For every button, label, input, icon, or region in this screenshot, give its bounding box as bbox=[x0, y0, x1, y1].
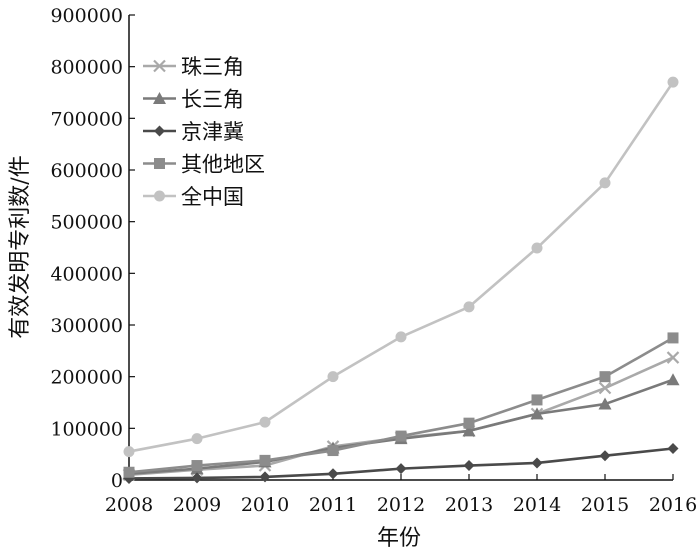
series-1 bbox=[122, 351, 680, 482]
legend-label: 其他地区 bbox=[181, 153, 265, 177]
x-tick-label: 2012 bbox=[377, 494, 425, 516]
y-tick-label: 500000 bbox=[50, 212, 123, 234]
legend-marker bbox=[154, 190, 165, 202]
legend-item: 京津冀 bbox=[143, 120, 244, 144]
series-point bbox=[599, 177, 611, 189]
series-point bbox=[462, 424, 476, 437]
series-4 bbox=[123, 332, 679, 478]
y-tick-label: 0 bbox=[111, 470, 123, 492]
y-tick-label: 800000 bbox=[50, 57, 123, 79]
series-point bbox=[123, 466, 135, 478]
series-point bbox=[259, 416, 271, 428]
legend-label: 珠三角 bbox=[181, 55, 244, 79]
x-tick-label: 2013 bbox=[445, 494, 493, 516]
x-tick-label: 2011 bbox=[309, 494, 357, 516]
x-tick-label: 2015 bbox=[581, 494, 629, 516]
series-point bbox=[666, 373, 680, 386]
series-point bbox=[191, 460, 203, 472]
series-point bbox=[327, 445, 339, 457]
series-point bbox=[259, 454, 271, 466]
series-point bbox=[259, 471, 271, 483]
series-point bbox=[123, 446, 135, 458]
x-tick-label: 2016 bbox=[649, 494, 697, 516]
series-point bbox=[395, 463, 407, 475]
legend-item: 长三角 bbox=[143, 88, 244, 112]
series-point-stroke bbox=[598, 381, 612, 395]
series-point bbox=[530, 407, 544, 420]
x-tick-label: 2010 bbox=[241, 494, 289, 516]
legend-marker bbox=[154, 158, 165, 169]
series-point bbox=[667, 76, 679, 88]
series-point bbox=[395, 430, 407, 442]
x-tick-label: 2014 bbox=[513, 494, 561, 516]
series-point bbox=[667, 332, 679, 344]
series-point bbox=[463, 417, 475, 429]
x-tick-label: 2009 bbox=[173, 494, 221, 516]
x-axis-title: 年份 bbox=[377, 526, 421, 551]
series-point bbox=[598, 397, 612, 410]
y-tick-label: 100000 bbox=[50, 418, 123, 440]
axes: 0 100000 200000 300000 400000 500000 600000 700… bbox=[50, 5, 697, 516]
legend-item: 珠三角 bbox=[143, 55, 244, 79]
series-point bbox=[599, 450, 611, 462]
y-tick-label: 400000 bbox=[50, 263, 123, 285]
legend-label: 京津冀 bbox=[181, 120, 244, 144]
series-point bbox=[531, 394, 543, 406]
x-tick-label: 2008 bbox=[105, 494, 153, 516]
series-point bbox=[191, 433, 203, 445]
legend-marker bbox=[153, 92, 166, 104]
series-point bbox=[463, 301, 475, 313]
series-point bbox=[327, 468, 339, 480]
y-tick-label: 200000 bbox=[50, 367, 123, 389]
y-tick-label: 700000 bbox=[50, 108, 123, 130]
series-point bbox=[598, 381, 612, 395]
series-lines bbox=[122, 76, 680, 484]
series-point bbox=[531, 457, 543, 469]
legend-item: 其他地区 bbox=[143, 153, 265, 177]
series-5 bbox=[123, 76, 679, 458]
legend-marker bbox=[154, 125, 165, 137]
legend-label: 长三角 bbox=[181, 88, 244, 112]
series-point bbox=[395, 331, 407, 343]
y-tick-label: 600000 bbox=[50, 160, 123, 182]
legend-label: 全中国 bbox=[181, 185, 244, 209]
series-3 bbox=[123, 442, 679, 484]
series-point bbox=[191, 472, 203, 484]
series-point bbox=[666, 351, 680, 364]
y-tick-label: 300000 bbox=[50, 315, 123, 337]
legend-marker bbox=[153, 59, 166, 73]
series-point bbox=[463, 460, 475, 472]
series-point-stroke bbox=[666, 351, 680, 364]
legend-marker-stroke bbox=[153, 59, 166, 73]
series-point bbox=[531, 242, 543, 254]
y-tick-label: 900000 bbox=[50, 5, 123, 27]
series-point bbox=[327, 371, 339, 383]
series-point bbox=[599, 371, 611, 383]
y-axis-title: 有效发明专利数/件 bbox=[8, 155, 33, 338]
series-point bbox=[667, 442, 679, 454]
legend-item: 全中国 bbox=[143, 185, 244, 209]
